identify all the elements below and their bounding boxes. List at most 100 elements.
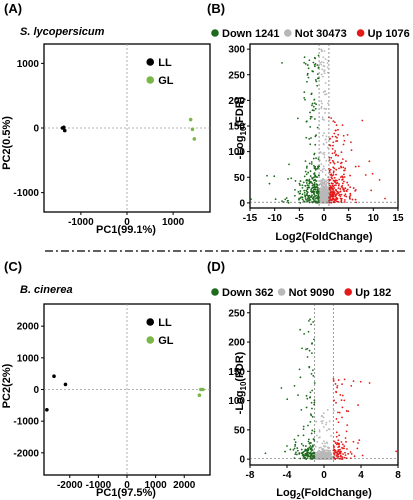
panel-b-not-point bbox=[322, 192, 324, 195]
panel-b-up-point bbox=[352, 187, 355, 189]
panel-d-not-point bbox=[320, 446, 322, 449]
panel-b-not-point bbox=[325, 159, 328, 162]
panel-c-x-tick-label: 1000 bbox=[144, 480, 167, 491]
panel-b-down-point bbox=[268, 182, 271, 185]
panel-b-legend-label-down: Down 1241 bbox=[222, 28, 279, 40]
panel-c-ylabel: PC2(2%) bbox=[1, 363, 13, 408]
panel-b-up-point bbox=[337, 184, 340, 187]
panel-b-down-point bbox=[314, 135, 317, 138]
panel-d-up-point bbox=[345, 440, 347, 443]
panel-d-down-point bbox=[292, 449, 295, 451]
panel-d-not-point bbox=[326, 446, 329, 449]
panel-b-up-point bbox=[347, 184, 350, 186]
panel-d-up-point bbox=[343, 456, 346, 459]
panel-b-not-point bbox=[325, 182, 328, 185]
panel-d-down-point bbox=[311, 369, 314, 372]
panel-d-not-point bbox=[328, 452, 330, 455]
panel-b-not-point bbox=[321, 116, 324, 119]
panel-b-down-point bbox=[317, 66, 320, 69]
panel-d-down-point bbox=[305, 394, 308, 397]
panel-b-not-point bbox=[325, 191, 328, 194]
panel-d-not-point bbox=[325, 423, 327, 426]
panel-b-down-point bbox=[312, 105, 315, 108]
panel-b-down-point bbox=[311, 109, 314, 112]
panel-d-down-point bbox=[293, 384, 296, 387]
panel-d-not-point bbox=[325, 453, 328, 455]
panel-d-up-point bbox=[335, 435, 338, 438]
panel-b-up-point bbox=[343, 199, 346, 201]
panel-b-not-point bbox=[323, 119, 325, 121]
panel-d-down-point bbox=[313, 338, 315, 341]
panel-d-up-point bbox=[338, 434, 341, 437]
panel-d-not-point bbox=[322, 449, 325, 452]
panel-b-down-point bbox=[281, 61, 283, 64]
panel-d-not-point bbox=[320, 420, 323, 423]
panel-b-down-point bbox=[311, 186, 314, 189]
panel-d-up-point bbox=[344, 437, 347, 439]
panel-c-y-tick-label: 1000 bbox=[17, 353, 40, 364]
panel-b-up-point bbox=[331, 184, 334, 187]
panel-b-down-point bbox=[314, 57, 317, 60]
panel-b-down-point bbox=[310, 196, 313, 198]
panel-b-up-point bbox=[332, 174, 335, 176]
panel-b-down-point bbox=[288, 163, 290, 166]
panel-d-down-point bbox=[312, 321, 315, 323]
panel-b-down-point bbox=[308, 182, 311, 185]
panel-b-y-tick-label: 150 bbox=[228, 122, 245, 133]
panel-c-point-gl bbox=[197, 393, 202, 398]
panel-b-x-tick-label: 10 bbox=[368, 213, 380, 224]
panel-d-not-point bbox=[317, 453, 320, 456]
panel-d-up-point bbox=[344, 451, 346, 454]
panel-b-down-point bbox=[281, 200, 283, 203]
panel-d-x-tick-label: -8 bbox=[246, 470, 255, 481]
panel-b-legend-marker-not bbox=[284, 29, 292, 37]
panel-b-up-point bbox=[330, 117, 333, 120]
panel-b-up-point bbox=[346, 181, 349, 184]
panel-d-up-point bbox=[343, 399, 346, 402]
panel-b-down-point bbox=[313, 181, 316, 184]
panel-d-not-point bbox=[330, 456, 332, 459]
panel-d-down-point bbox=[299, 328, 302, 331]
panel-b-up-point bbox=[330, 182, 333, 185]
panel-d-legend-marker-up bbox=[344, 288, 353, 296]
panel-b-up-point bbox=[333, 187, 336, 189]
panel-b-down-point bbox=[309, 111, 311, 114]
panel-d-down-point bbox=[298, 452, 301, 454]
panel-d-down-point bbox=[301, 347, 303, 350]
panel-d-down-point bbox=[307, 319, 310, 322]
panel-d-down-point bbox=[286, 445, 288, 447]
panel-b-down-point bbox=[309, 143, 312, 146]
panel-d: (D) Down 362 Not 9090 Up 182 Log2(FoldChan… bbox=[207, 259, 401, 500]
panel-d-down-point bbox=[306, 397, 309, 400]
panel-d-up-point bbox=[336, 386, 339, 389]
panel-d-not-point bbox=[315, 420, 318, 423]
panel-b-down-point bbox=[305, 166, 308, 169]
panel-b-down-point bbox=[316, 183, 318, 186]
panel-b-down-point bbox=[286, 200, 289, 202]
panel-d-up-point bbox=[353, 455, 356, 458]
panel-b-not-point bbox=[322, 177, 324, 180]
panel-b-down-point bbox=[304, 185, 307, 187]
panel-b-down-point bbox=[314, 165, 317, 168]
panel-d-up-point bbox=[346, 424, 349, 427]
panel-b-down-point bbox=[317, 195, 319, 198]
panel-b-down-point bbox=[314, 143, 317, 146]
panel-d-not-point bbox=[322, 452, 325, 454]
panel-b-not-point bbox=[322, 152, 325, 155]
panel-d-up-point bbox=[337, 455, 340, 458]
panel-b-down-point bbox=[307, 67, 310, 70]
panel-d-not-point bbox=[327, 456, 330, 459]
panel-b-down-point bbox=[304, 170, 307, 173]
panel-b-down-point bbox=[301, 184, 304, 187]
panel-b-up-point bbox=[330, 176, 333, 179]
panel-b-up-point bbox=[335, 188, 337, 191]
panel-b-down-point bbox=[314, 187, 316, 189]
panel-d-down-point bbox=[310, 401, 313, 404]
panel-b-not-point bbox=[324, 112, 326, 114]
panel-b-not-point bbox=[320, 50, 323, 53]
panel-d-not-point bbox=[325, 441, 328, 444]
panel-b-not-point bbox=[324, 82, 327, 84]
panel-d-up-point bbox=[341, 456, 344, 459]
panel-b-down-point bbox=[310, 188, 313, 191]
